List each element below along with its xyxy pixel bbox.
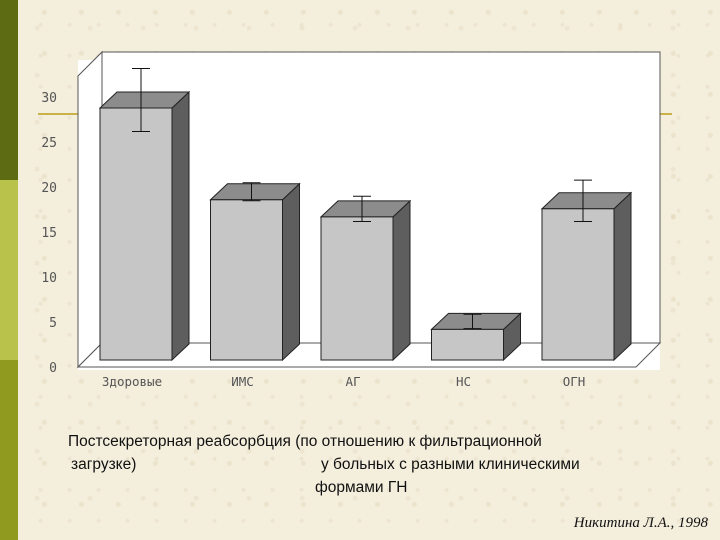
error-bar <box>463 313 482 330</box>
bar-chart: 0 5 10 15 20 25 30 Здоровые ИМС АГ НС ОГН <box>41 50 662 389</box>
error-bar <box>574 179 592 222</box>
bar-front <box>541 208 615 361</box>
bar-side <box>392 199 411 362</box>
bar <box>430 312 522 362</box>
error-bar <box>353 195 371 222</box>
y-tick-label: 20 <box>41 181 57 196</box>
bar-front <box>210 199 283 361</box>
bar-side <box>613 191 632 362</box>
error-bar <box>242 182 261 202</box>
bar-side <box>282 182 300 362</box>
bar-side <box>171 90 190 362</box>
bar <box>98 68 191 362</box>
bars-group <box>98 68 633 362</box>
x-category-label: ОГН <box>563 374 586 389</box>
side-strip-middle <box>0 180 18 360</box>
error-bar <box>132 68 150 132</box>
y-tick-label: 10 <box>41 271 57 286</box>
bar <box>540 179 633 362</box>
bar-front <box>99 107 173 361</box>
x-axis-labels: Здоровые ИМС АГ НС ОГН <box>102 374 585 389</box>
y-axis-ticks: 0 5 10 15 20 25 30 <box>41 91 57 376</box>
bar <box>319 195 412 362</box>
x-category-label: ИМС <box>231 374 254 389</box>
author-credit: Никитина Л.А., 1998 <box>573 515 708 531</box>
caption-line-2b: у больных с разными клиническими <box>321 456 580 473</box>
y-tick-label: 30 <box>41 91 57 106</box>
x-category-label: НС <box>456 374 471 389</box>
y-tick-label: 25 <box>41 136 57 151</box>
side-strip-top <box>0 0 18 180</box>
caption-line-2a: загрузке) <box>71 456 137 473</box>
back-left-wall <box>77 50 103 369</box>
caption-line-1: Постсекреторная реабсорбция (по отношени… <box>68 433 542 450</box>
bar <box>209 182 301 362</box>
y-tick-label: 15 <box>41 226 57 241</box>
bar-front <box>431 328 504 361</box>
x-category-label: АГ <box>345 374 360 389</box>
chart-caption: Постсекреторная реабсорбция (по отношени… <box>68 430 688 499</box>
side-strip-bottom <box>0 360 18 540</box>
bar-front <box>320 216 394 361</box>
y-tick-label: 5 <box>49 316 57 331</box>
caption-line-3: формами ГН <box>315 479 408 496</box>
x-category-label: Здоровые <box>102 374 162 389</box>
y-tick-label: 0 <box>49 361 57 376</box>
